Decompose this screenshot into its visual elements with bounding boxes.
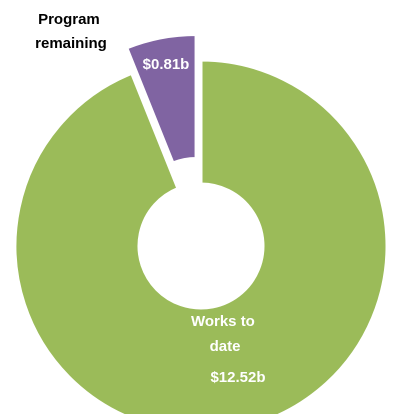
slice-value-program-remaining: $0.81b [143, 56, 190, 73]
slice-label-program-remaining-line2: remaining [35, 35, 107, 52]
donut-slices [13, 32, 389, 414]
slice-label-works-to-date-line2: date [210, 338, 241, 355]
slice-label-works-to-date-line1: Works to [191, 313, 255, 330]
slice-value-works-to-date: $12.52b [210, 369, 265, 386]
slice-label-works-to-date: Works to date [191, 313, 259, 355]
slice-label-program-remaining: Program remaining [35, 11, 107, 52]
donut-slice-works-to-date [13, 58, 389, 414]
donut-slice-program-remaining [125, 32, 198, 165]
slice-label-program-remaining-line1: Program [38, 11, 100, 28]
